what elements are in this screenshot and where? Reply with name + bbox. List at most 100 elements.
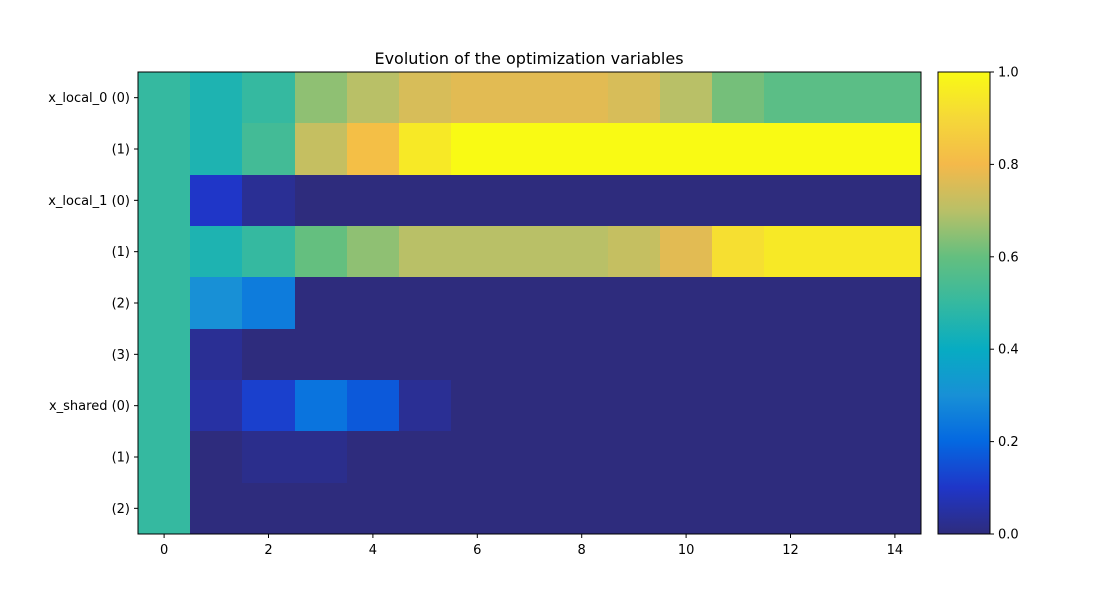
heatmap-cell (503, 175, 557, 227)
heatmap-cell (556, 277, 609, 330)
heatmap-cell (451, 123, 504, 176)
heatmap-cell (399, 380, 452, 432)
heatmap-cell (347, 277, 400, 330)
heatmap-cell (399, 483, 452, 535)
heatmap-cell (138, 72, 191, 124)
heatmap-cell (869, 483, 922, 535)
heatmap-cell (817, 380, 870, 432)
heatmap-cell (869, 226, 922, 278)
heatmap-cell (503, 277, 557, 330)
heatmap-cell (712, 175, 765, 227)
colorbar-frame (937, 71, 991, 535)
y-tick-label: x_local_1 (0) (48, 194, 130, 209)
heatmap-cell (295, 123, 348, 176)
y-tick-label: (1) (112, 143, 130, 158)
heatmap-cell (556, 483, 609, 535)
heatmap-cell (712, 431, 765, 484)
heatmap-cell (347, 175, 400, 227)
heatmap-cell (138, 431, 191, 484)
y-tick-label: x_local_0 (0) (48, 91, 130, 106)
heatmap-cell (138, 483, 191, 535)
heatmap-cell (764, 380, 818, 432)
heatmap-cell (608, 380, 661, 432)
colorbar-tick-label: 0.6 (998, 250, 1019, 265)
heatmap-cell (242, 277, 296, 330)
y-axis: x_local_0 (0) (1) x_local_1 (0) (1) (2) (3) x_… (48, 91, 138, 517)
heatmap-cell (503, 72, 557, 124)
heatmap-cell (295, 483, 348, 535)
heatmap-cell (451, 329, 504, 381)
heatmap-cell (608, 329, 661, 381)
heatmap-cell (242, 175, 296, 227)
colorbar-gradient (938, 72, 990, 534)
colorbar-tick-label: 0.0 (998, 528, 1019, 543)
heatmap-cell (242, 483, 296, 535)
colorbar-tick-label: 0.8 (998, 158, 1019, 173)
heatmap-cell (817, 277, 870, 330)
y-tick-label: (1) (112, 245, 130, 260)
heatmap-cell (347, 483, 400, 535)
heatmap-cell (556, 380, 609, 432)
heatmap-cell (608, 483, 661, 535)
heatmap-cell (399, 329, 452, 381)
heatmap-cells (138, 72, 922, 535)
y-tick-label: (1) (112, 451, 130, 466)
heatmap-cell (817, 226, 870, 278)
heatmap-cell (399, 123, 452, 176)
heatmap-cell (295, 72, 348, 124)
heatmap-cell (869, 380, 922, 432)
heatmap-cell (660, 72, 713, 124)
heatmap-cell (556, 329, 609, 381)
heatmap-cell (451, 483, 504, 535)
heatmap-cell (295, 277, 348, 330)
heatmap-cell (242, 380, 296, 432)
heatmap-cell (138, 380, 191, 432)
y-tick-label: (2) (112, 297, 130, 312)
heatmap-cell (190, 431, 243, 484)
heatmap-cell (242, 329, 296, 381)
x-tick-label: 4 (369, 543, 377, 558)
colorbar-tick-label: 1.0 (998, 66, 1019, 81)
y-tick-label: (3) (112, 348, 130, 363)
heatmap-cell (503, 431, 557, 484)
heatmap-cell (190, 123, 243, 176)
heatmap-cell (190, 329, 243, 381)
heatmap-cell (347, 72, 400, 124)
heatmap-cell (347, 123, 400, 176)
x-tick-label: 2 (264, 543, 272, 558)
heatmap-cell (660, 123, 713, 176)
heatmap-cell (764, 123, 818, 176)
chart-title: Evolution of the optimization variables (374, 49, 683, 68)
heatmap-cell (660, 431, 713, 484)
heatmap-cell (764, 277, 818, 330)
heatmap-cell (242, 226, 296, 278)
heatmap-cell (869, 175, 922, 227)
colorbar-tick-label: 0.2 (998, 435, 1019, 450)
heatmap-cell (138, 226, 191, 278)
heatmap-cell (712, 123, 765, 176)
heatmap-cell (503, 380, 557, 432)
heatmap-cell (138, 175, 191, 227)
heatmap-cell (660, 226, 713, 278)
heatmap-cell (503, 226, 557, 278)
heatmap-cell (660, 380, 713, 432)
heatmap-cell (764, 329, 818, 381)
heatmap-cell (242, 72, 296, 124)
heatmap-cell (660, 175, 713, 227)
heatmap-cell (451, 226, 504, 278)
heatmap-cell (503, 123, 557, 176)
heatmap-cell (138, 329, 191, 381)
colorbar: 0.0 0.2 0.4 0.6 0.8 1.0 (937, 66, 1019, 543)
heatmap-cell (451, 277, 504, 330)
heatmap-cell (608, 277, 661, 330)
heatmap-cell (608, 72, 661, 124)
heatmap-cell (138, 123, 191, 176)
heatmap-cell (817, 175, 870, 227)
heatmap-cell (712, 380, 765, 432)
x-tick-label: 14 (887, 543, 904, 558)
heatmap-cell (347, 380, 400, 432)
heatmap-cell (295, 226, 348, 278)
heatmap-cell (399, 277, 452, 330)
heatmap-cell (190, 175, 243, 227)
